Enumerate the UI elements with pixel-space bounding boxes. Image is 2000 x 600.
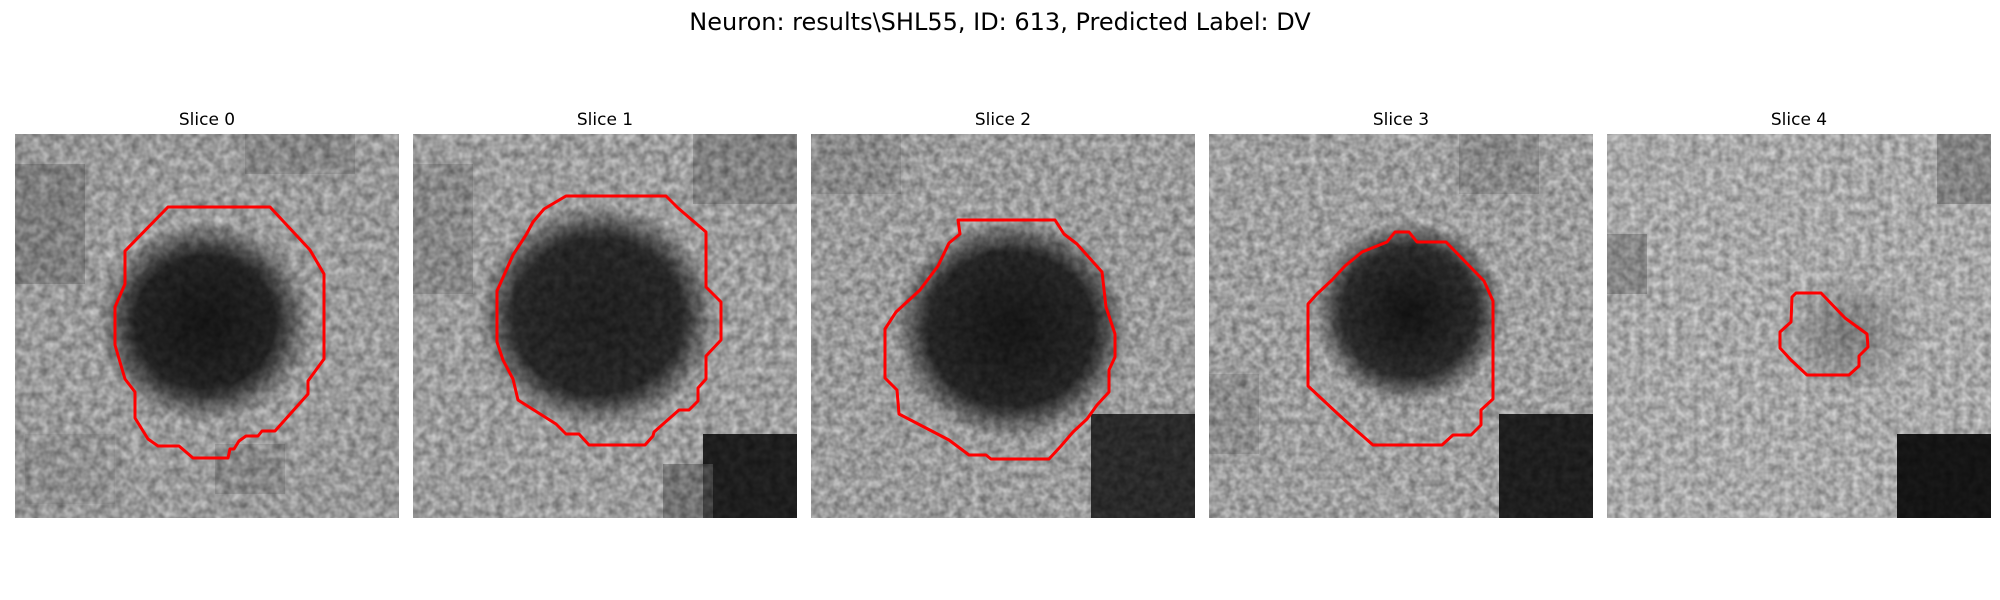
slice-panel-3: Slice 3 <box>1209 108 1593 522</box>
slice-title-2: Slice 2 <box>974 110 1032 130</box>
roi-contour <box>495 194 723 447</box>
roi-contour <box>883 218 1117 461</box>
roi-contour <box>113 205 326 460</box>
slice-image-3 <box>1209 134 1593 518</box>
slice-panel-4: Slice 4 <box>1607 108 1991 522</box>
slice-title-4: Slice 4 <box>1770 110 1828 130</box>
slice-title-1: Slice 1 <box>576 110 634 130</box>
roi-contour <box>1778 291 1870 377</box>
roi-contour <box>1306 230 1495 447</box>
slice-image-4 <box>1607 134 1991 518</box>
slice-panel-0: Slice 0 <box>15 108 399 522</box>
slice-image-2 <box>811 134 1195 518</box>
slice-panel-1: Slice 1 <box>413 108 797 522</box>
slice-panel-2: Slice 2 <box>811 108 1195 522</box>
slice-image-1 <box>413 134 797 518</box>
figure-title: Neuron: results\SHL55, ID: 613, Predicte… <box>689 8 1311 36</box>
slice-title-3: Slice 3 <box>1372 110 1430 130</box>
slice-image-0 <box>15 134 399 518</box>
slice-title-0: Slice 0 <box>178 110 236 130</box>
